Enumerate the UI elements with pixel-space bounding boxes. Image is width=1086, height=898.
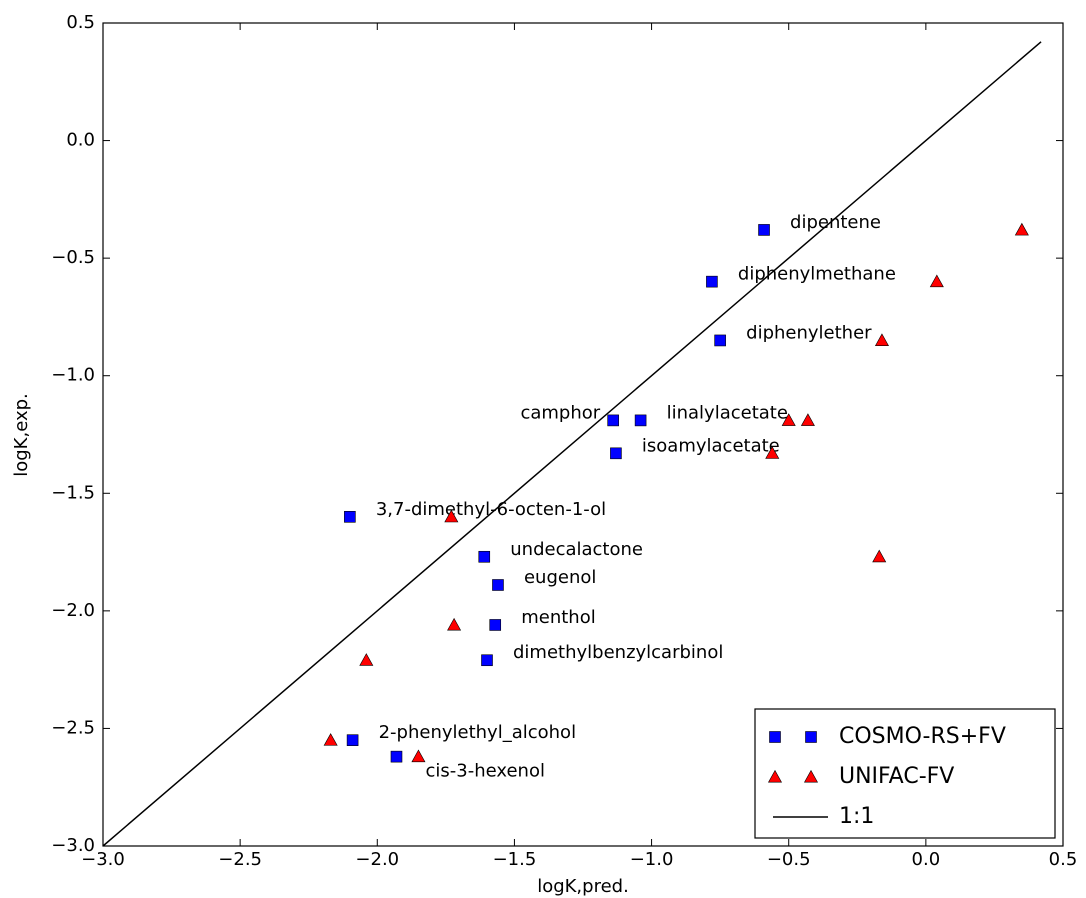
y-tick-label: −2.5: [51, 717, 95, 738]
legend-label: 1:1: [839, 804, 874, 829]
point-label: diphenylether: [746, 322, 872, 343]
unifac-point: [874, 333, 889, 346]
cosmo-point: [390, 750, 403, 763]
unifac-point: [447, 617, 462, 631]
unifac-point: [800, 413, 815, 426]
point-label: cis-3-hexenol: [425, 761, 544, 782]
point-label: 2-phenylethyl_alcohol: [379, 722, 576, 743]
cosmo-point: [481, 654, 493, 667]
legend-marker: [803, 769, 819, 783]
point-label: linalylacetate: [667, 402, 788, 423]
legend-label: COSMO-RS+FV: [839, 724, 1006, 749]
y-tick-label: −1.5: [51, 482, 95, 503]
x-tick-label: −2.0: [355, 849, 399, 870]
cosmo-point: [492, 579, 504, 591]
unifac-point: [929, 274, 944, 288]
x-axis-label: logK,pred.: [537, 876, 629, 897]
cosmo-point: [610, 447, 622, 460]
point-label: diphenylmethane: [738, 264, 896, 285]
y-tick-label: 0.5: [66, 12, 95, 33]
cosmo-point: [758, 224, 770, 236]
unifac-point: [872, 549, 887, 563]
point-label: dipentene: [790, 212, 881, 233]
cosmo-point: [344, 510, 356, 523]
x-tick-label: −1.0: [630, 849, 674, 870]
x-tick-label: −0.5: [767, 849, 811, 870]
x-tick-label: −3.0: [81, 849, 125, 870]
cosmo-point: [478, 550, 491, 563]
unifac-point: [1014, 222, 1029, 236]
point-label: 3,7-dimethyl-6-octen-1-ol: [376, 499, 606, 520]
point-label: eugenol: [524, 567, 596, 588]
unifac-point: [323, 733, 338, 746]
point-label: undecalactone: [510, 539, 643, 560]
y-tick-label: −3.0: [51, 835, 95, 856]
point-label: dimethylbenzylcarbinol: [513, 642, 723, 663]
y-tick-label: −0.5: [51, 247, 95, 268]
x-tick-label: −1.5: [493, 849, 537, 870]
legend-marker: [769, 731, 781, 743]
point-label: camphor: [520, 402, 600, 423]
y-tick-label: −2.0: [51, 600, 95, 621]
cosmo-point: [706, 275, 718, 288]
x-tick-label: 0.0: [912, 849, 941, 870]
y-tick-label: 0.0: [66, 130, 95, 151]
cosmo-point: [714, 334, 726, 347]
identity-line: [102, 41, 1042, 847]
cosmo-point: [607, 414, 619, 427]
cosmo-point: [634, 414, 647, 427]
legend-label: UNIFAC-FV: [839, 764, 954, 789]
unifac-point: [411, 749, 426, 763]
legend-marker: [767, 769, 783, 783]
x-tick-label: −2.5: [218, 849, 262, 870]
point-label: menthol: [521, 607, 596, 628]
unifac-point: [444, 509, 459, 523]
y-tick-label: −1.0: [51, 365, 95, 386]
point-label: isoamylacetate: [642, 435, 780, 456]
unifac-point: [359, 653, 374, 666]
cosmo-point: [346, 734, 359, 746]
unifac-point: [765, 446, 780, 459]
y-axis-label: logK,exp.: [11, 393, 32, 477]
plot-frame: [102, 22, 1064, 847]
unifac-point: [781, 413, 796, 426]
x-tick-label: 0.5: [1049, 849, 1078, 870]
cosmo-point: [489, 619, 502, 631]
legend-marker: [805, 731, 817, 743]
